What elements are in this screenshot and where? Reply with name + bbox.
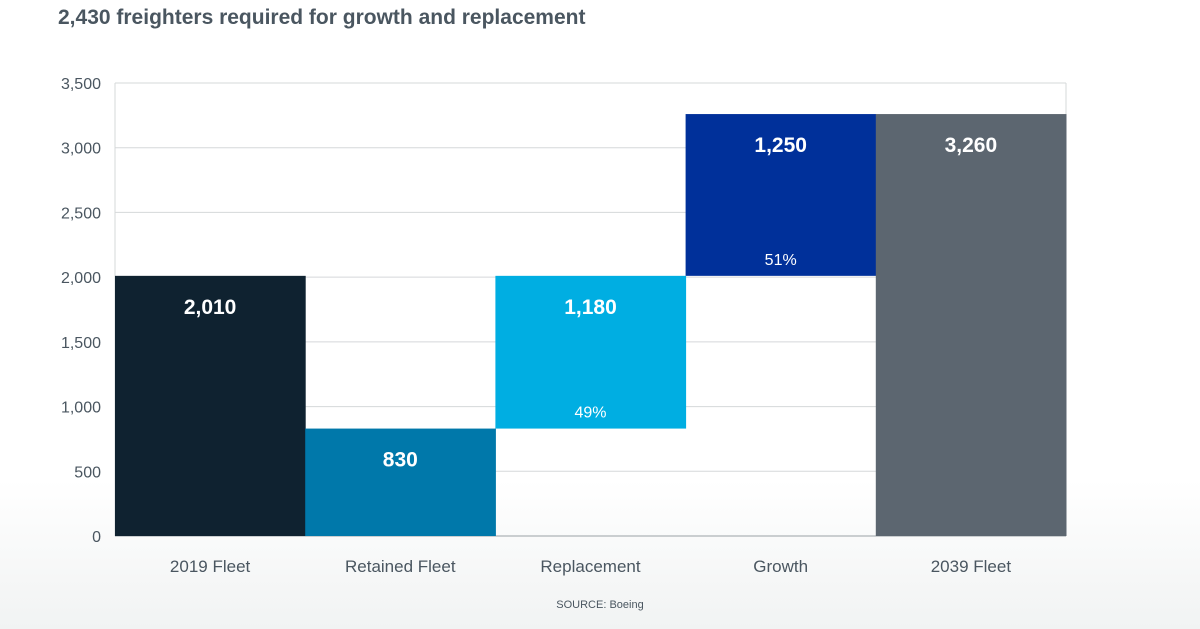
y-tick-label: 2,500	[61, 205, 101, 222]
percent-label-growth: 51%	[765, 252, 797, 269]
data-label-2039-fleet: 3,260	[945, 134, 998, 157]
y-tick-label: 3,000	[61, 141, 101, 158]
bar-growth	[685, 114, 877, 276]
x-tick-label: 2019 Fleet	[170, 557, 251, 576]
bars-layer	[115, 114, 1067, 536]
bar-2019-fleet	[115, 275, 306, 536]
data-label-replacement: 1,180	[564, 296, 617, 319]
y-tick-label: 500	[74, 464, 101, 481]
x-tick-label: Replacement	[540, 557, 640, 576]
axis-layer: 0 500 1,000 1,500 2,000 2,500 3,000 3,500 2019 F…	[61, 76, 1011, 576]
x-tick-label: Retained Fleet	[345, 557, 456, 576]
bar-2039-fleet	[875, 114, 1067, 536]
x-tick-label: Growth	[753, 557, 808, 576]
bar-replacement	[495, 275, 687, 429]
y-tick-label: 0	[92, 529, 101, 546]
y-tick-label: 2,000	[61, 270, 101, 287]
data-label-retained-fleet: 830	[383, 449, 418, 472]
data-label-2019-fleet: 2,010	[184, 296, 237, 319]
source-note: SOURCE: Boeing	[556, 599, 644, 611]
chart-title: 2,430 freighters required for growth and…	[58, 6, 586, 29]
y-tick-label: 1,500	[61, 335, 101, 352]
y-tick-label: 1,000	[61, 400, 101, 417]
bar-retained-fleet	[305, 428, 496, 536]
x-tick-label: 2039 Fleet	[931, 557, 1012, 576]
labels-layer: 2,010 830 1,180 49% 1,250 51% 3,260	[184, 134, 997, 472]
data-label-growth: 1,250	[754, 134, 807, 157]
percent-label-replacement: 49%	[574, 405, 606, 422]
y-tick-label: 3,500	[61, 76, 101, 93]
